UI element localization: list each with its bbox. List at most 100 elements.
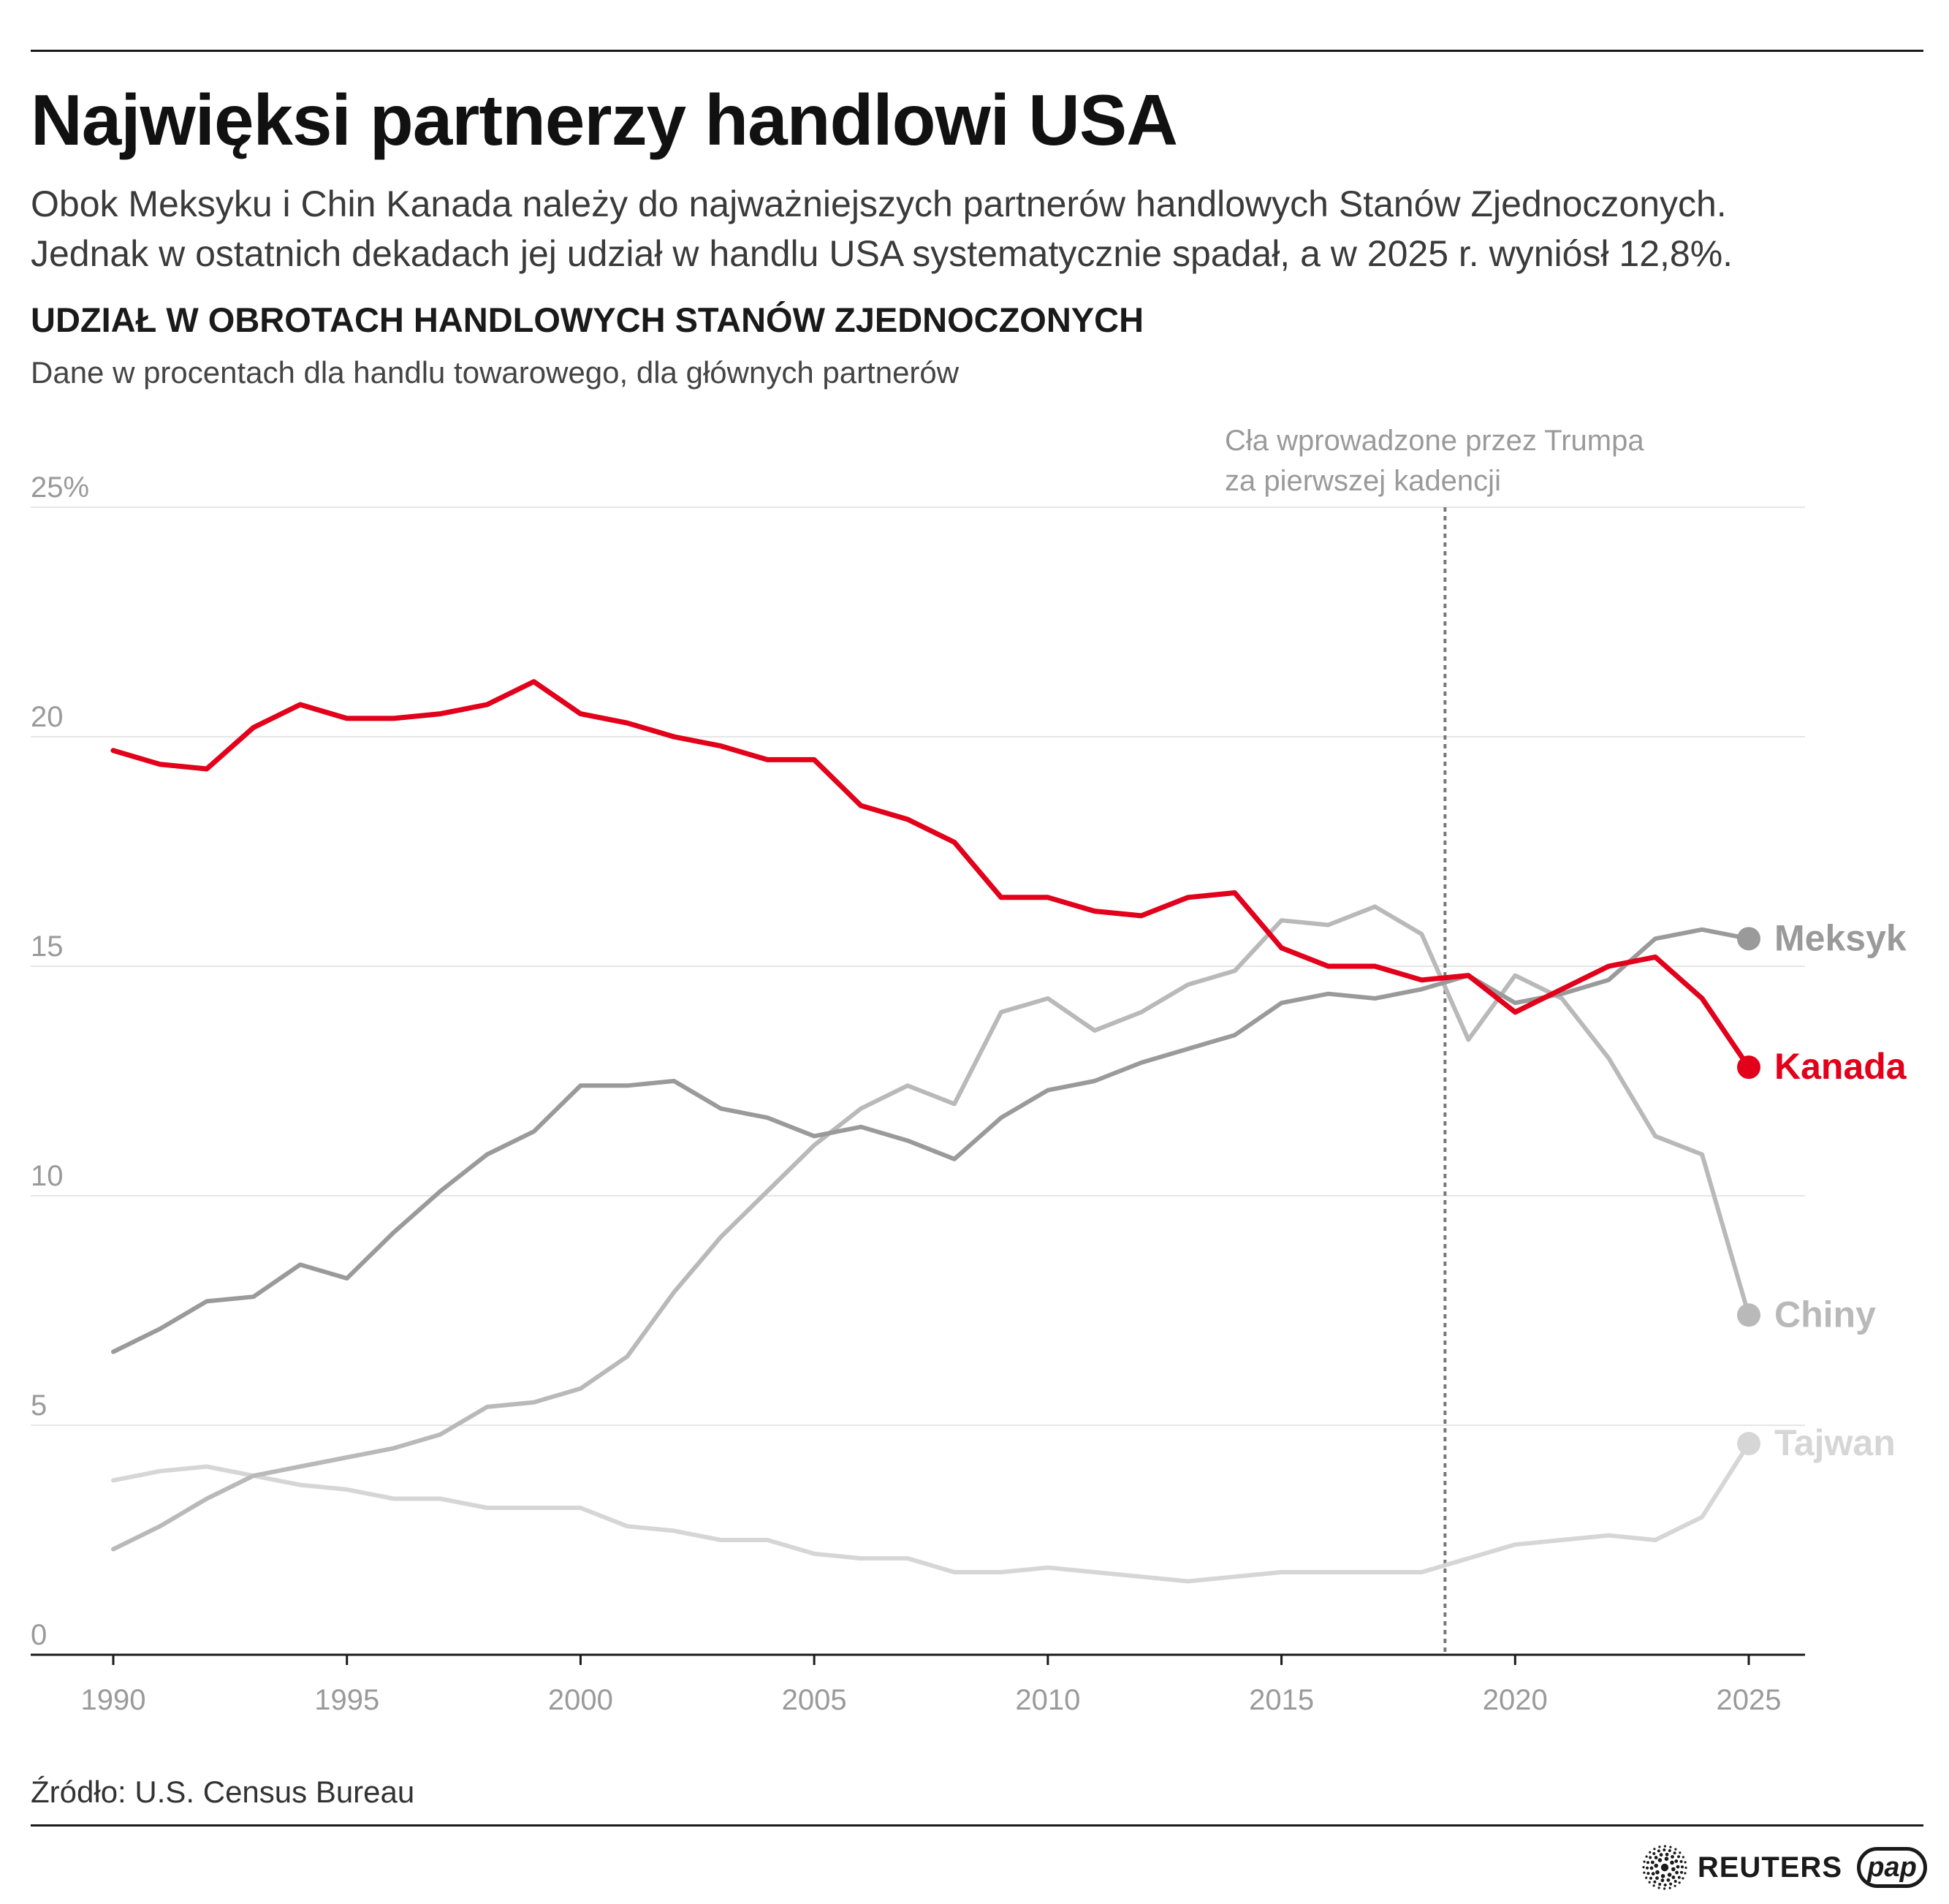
reuters-dot <box>1657 1849 1660 1853</box>
end-point-tajwan <box>1737 1432 1760 1456</box>
reuters-dot <box>1646 1872 1650 1875</box>
annotation-line-1: Cła wprowadzone przez Trumpa <box>1225 425 1644 457</box>
reuters-dot <box>1674 1859 1679 1863</box>
reuters-dot <box>1649 1856 1652 1859</box>
reuters-dot <box>1669 1846 1672 1848</box>
reuters-dot <box>1653 1880 1657 1884</box>
axes: 0 5 10 15 20 25% 1990 1995 2000 2005 2010 2015 2020 2… <box>31 471 1805 1716</box>
reuters-dot <box>1648 1881 1651 1884</box>
reuters-dot <box>1673 1851 1676 1855</box>
reuters-dot <box>1671 1867 1676 1872</box>
reuters-dot <box>1684 1861 1687 1864</box>
reuters-dot <box>1645 1855 1648 1858</box>
x-tick-label: 1990 <box>81 1684 146 1716</box>
reuters-dot <box>1679 1870 1683 1874</box>
reuters-dot <box>1651 1872 1655 1875</box>
reuters-dot <box>1649 1866 1654 1870</box>
end-point-kanada <box>1737 1055 1760 1080</box>
reuters-dot <box>1679 1859 1683 1863</box>
chart-subtitle: Dane w procentach dla handlu towarowego,… <box>31 355 960 390</box>
reuters-dot <box>1682 1877 1684 1880</box>
series-line-kanada <box>110 679 1752 1070</box>
y-tick-label: 5 <box>31 1389 47 1422</box>
series-lines: Tajwan Chiny Meksyk Kanada <box>110 679 1907 1584</box>
reuters-dot <box>1675 1870 1679 1875</box>
reuters-dot <box>1673 1880 1677 1883</box>
reuters-dot <box>1680 1865 1684 1869</box>
x-tick-label: 1995 <box>314 1684 379 1716</box>
reuters-dot <box>1663 1848 1666 1851</box>
reuters-dot <box>1657 1886 1660 1889</box>
reuters-dot <box>1654 1876 1659 1880</box>
reuters-dot <box>1642 1866 1645 1869</box>
reuters-dot <box>1660 1878 1665 1883</box>
reuters-dot <box>1652 1852 1656 1855</box>
reuters-dot <box>1663 1887 1666 1890</box>
reuters-dot <box>1645 1866 1649 1870</box>
reuters-dot <box>1644 1876 1648 1879</box>
line-chart: Cła wprowadzone przez Trumpa za pierwszej… <box>31 425 1907 1716</box>
series-label-tajwan: Tajwan <box>1774 1422 1896 1463</box>
reuters-dot <box>1660 1874 1665 1878</box>
pap-logo: pap <box>1857 1847 1927 1888</box>
reuters-dot <box>1658 1846 1661 1848</box>
x-tick-label: 2010 <box>1015 1684 1080 1716</box>
reuters-wordmark: REUTERS <box>1697 1851 1842 1884</box>
reuters-dot <box>1658 1883 1662 1886</box>
annotation-line-2: za pierwszej kadencji <box>1225 465 1501 497</box>
reuters-dot <box>1652 1884 1655 1887</box>
reuters-dot <box>1660 1863 1669 1872</box>
reuters-dot <box>1670 1855 1674 1859</box>
reuters-logo: REUTERS <box>1642 1845 1842 1890</box>
reuters-dot <box>1664 1856 1669 1861</box>
reuters-dot <box>1684 1872 1687 1875</box>
reuters-dot <box>1663 1884 1667 1886</box>
reuters-dot <box>1670 1860 1674 1865</box>
lede-line-2: Jednak w ostatnich dekadach jej udział w… <box>31 233 1733 274</box>
reuters-dot <box>1665 1852 1669 1856</box>
gridlines <box>31 507 1805 1426</box>
reuters-dot <box>1655 1870 1660 1875</box>
top-rule <box>31 50 1923 52</box>
reuters-dot <box>1650 1860 1654 1865</box>
reuters-dot <box>1649 1851 1652 1854</box>
reuters-dot <box>1678 1881 1681 1884</box>
bottom-rule <box>31 1824 1923 1827</box>
reuters-dot <box>1677 1875 1681 1879</box>
series-line-tajwan <box>111 1441 1751 1584</box>
series-label-meksyk: Meksyk <box>1774 917 1907 958</box>
end-point-meksyk <box>1737 927 1760 951</box>
series-label-kanada: Kanada <box>1774 1046 1907 1087</box>
reuters-dot <box>1668 1882 1672 1886</box>
reuters-dot <box>1666 1878 1671 1882</box>
reuters-dot <box>1654 1856 1658 1859</box>
reuters-dot <box>1654 1863 1658 1868</box>
x-tick-label: 2020 <box>1483 1684 1548 1716</box>
reuters-dot <box>1643 1871 1646 1874</box>
y-tick-label: 0 <box>31 1619 47 1651</box>
y-tick-label: 25% <box>31 471 89 504</box>
reuters-dot <box>1671 1875 1676 1879</box>
series-label-chiny: Chiny <box>1774 1294 1876 1335</box>
reuters-dot <box>1668 1849 1671 1852</box>
series-line-chiny <box>111 904 1751 1552</box>
chart-title: UDZIAŁ W OBROTACH HANDLOWYCH STANÓW ZJED… <box>31 300 1144 339</box>
reuters-dots-icon <box>1642 1845 1687 1890</box>
y-tick-label: 15 <box>31 930 64 963</box>
reuters-dot <box>1659 1853 1663 1857</box>
reuters-dot <box>1663 1845 1666 1848</box>
y-tick-label: 10 <box>31 1160 64 1192</box>
y-tick-label: 20 <box>31 701 64 733</box>
x-tick-label: 2005 <box>782 1684 847 1716</box>
x-tick-label: 2025 <box>1717 1684 1782 1716</box>
reuters-dot <box>1673 1884 1676 1887</box>
reuters-dot <box>1667 1873 1672 1877</box>
reuters-dot <box>1684 1866 1687 1869</box>
reuters-dot <box>1674 1848 1677 1851</box>
annotation: Cła wprowadzone przez Trumpa za pierwszej… <box>1225 425 1644 1655</box>
lede-line-1: Obok Meksyku i Chin Kanada należy do naj… <box>31 183 1727 224</box>
reuters-dot <box>1676 1865 1680 1869</box>
reuters-dot <box>1668 1886 1671 1889</box>
x-tick-label: 2015 <box>1249 1684 1314 1716</box>
reuters-dot <box>1653 1848 1656 1851</box>
